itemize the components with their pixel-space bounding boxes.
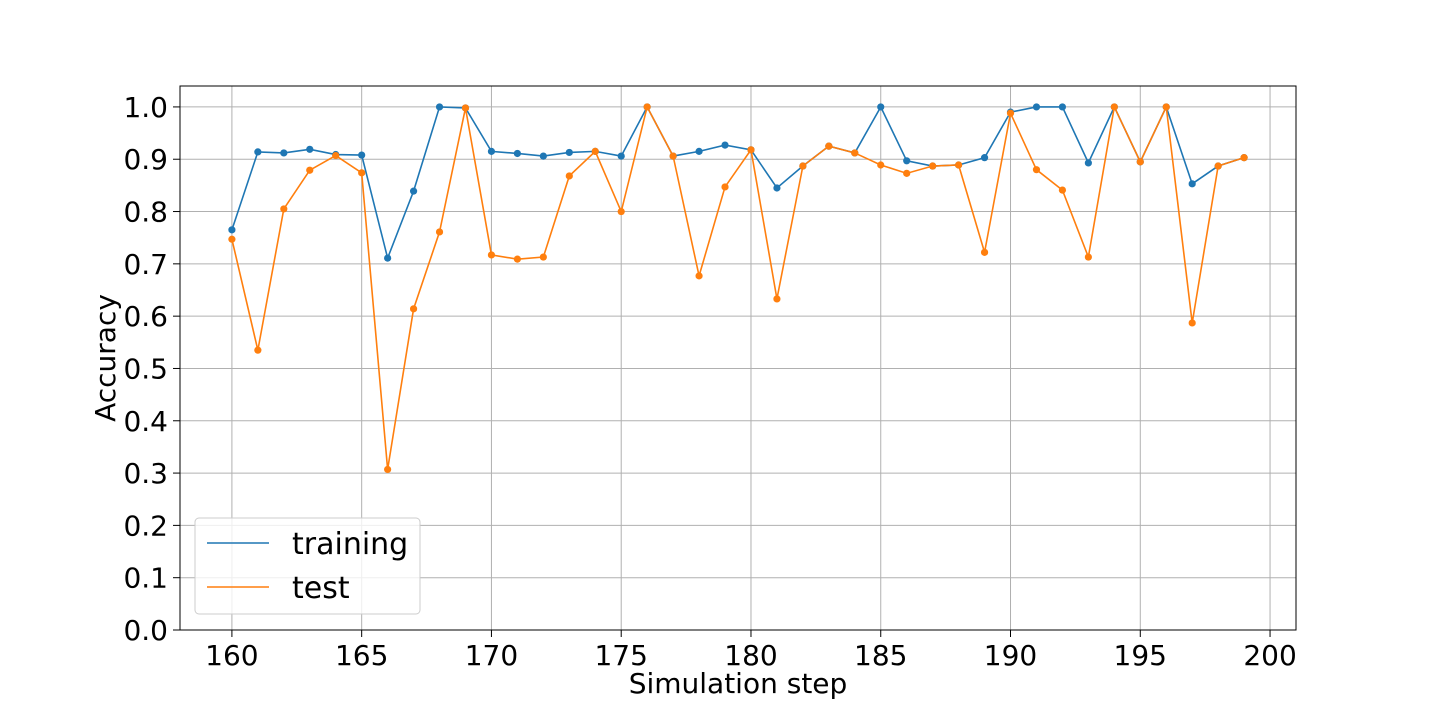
data-point-test (773, 295, 781, 303)
data-point-test (461, 104, 470, 112)
data-point-test (721, 183, 729, 191)
legend-label-training: training (292, 527, 408, 562)
data-point-test (903, 169, 911, 177)
legend-label-test: test (292, 571, 350, 606)
x-tick-label: 160 (205, 639, 258, 672)
data-point-training (358, 151, 366, 159)
data-point-test (280, 205, 288, 213)
data-point-test (617, 207, 625, 216)
data-point-training (617, 152, 625, 160)
data-point-training (1032, 103, 1041, 111)
tick-layer: 160 165 170 175 180 185 190 195 200 0.0 0.1 0.2 0.3 0… (123, 91, 1296, 672)
data-point-test (1188, 319, 1196, 327)
data-point-training (721, 141, 729, 149)
data-point-test (955, 161, 963, 169)
plot-frame (179, 85, 1297, 631)
y-tick-label: 0.1 (123, 562, 168, 595)
x-tick-label: 165 (335, 639, 388, 672)
data-point-training (513, 149, 521, 158)
data-point-test (695, 272, 703, 280)
data-point-test (1162, 103, 1170, 111)
data-point-test (1214, 162, 1222, 170)
data-point-test (643, 103, 651, 111)
data-point-training (254, 148, 262, 156)
data-point-test (358, 169, 366, 177)
y-axis-title: Accuracy (89, 294, 122, 422)
data-point-training (228, 226, 236, 234)
y-tick-label: 0.5 (123, 352, 168, 385)
data-point-training (1084, 159, 1092, 167)
data-point-training (1188, 180, 1196, 188)
y-tick-label: 0.8 (123, 196, 168, 229)
data-point-training (1058, 103, 1067, 111)
data-point-test (1006, 109, 1015, 117)
x-tick-label: 175 (594, 639, 647, 672)
legend-box (194, 517, 421, 615)
data-point-test (306, 166, 314, 174)
data-point-test (228, 235, 236, 243)
data-point-test (1032, 166, 1041, 174)
data-point-training (539, 152, 547, 160)
x-tick-label: 185 (854, 639, 907, 672)
data-point-test (1084, 253, 1092, 261)
data-point-test (409, 305, 418, 313)
x-tick-label: 200 (1243, 639, 1296, 672)
data-point-test (384, 465, 392, 474)
data-point-test (513, 255, 521, 263)
data-point-test (747, 146, 755, 154)
data-point-test (435, 228, 444, 236)
y-tick-label: 0.3 (123, 457, 168, 490)
y-tick-label: 1.0 (123, 91, 168, 124)
data-point-test (799, 162, 807, 170)
data-point-training (435, 103, 444, 111)
data-point-test (1136, 158, 1144, 166)
data-point-training (306, 145, 314, 153)
data-point-training (877, 103, 885, 111)
x-tick-label: 180 (724, 639, 777, 672)
data-point-training (773, 184, 781, 192)
data-point-test (254, 346, 262, 354)
data-point-training (903, 157, 911, 165)
x-tick-label: 190 (984, 639, 1037, 672)
y-tick-label: 0.4 (123, 405, 168, 438)
data-point-training (565, 148, 573, 157)
data-point-test (1110, 103, 1118, 111)
data-point-test (539, 253, 547, 261)
data-point-test (565, 172, 573, 180)
data-point-training (487, 147, 496, 155)
y-tick-label: 0.6 (123, 300, 168, 333)
series-layer (228, 103, 1248, 474)
y-tick-label: 0.0 (123, 614, 168, 647)
y-tick-label: 0.9 (123, 143, 168, 176)
x-tick-label: 170 (465, 639, 518, 672)
data-point-test (929, 162, 937, 170)
data-point-test (825, 142, 833, 150)
x-tick-label: 195 (1114, 639, 1167, 672)
y-tick-label: 0.7 (123, 248, 168, 281)
data-point-test (980, 248, 989, 256)
series-line-training (231, 104, 1245, 261)
series-line-test (231, 104, 1245, 470)
data-point-test (1240, 154, 1248, 162)
data-point-test (669, 152, 677, 160)
data-point-training (409, 187, 418, 195)
data-point-test (851, 149, 859, 157)
data-point-training (980, 154, 989, 162)
data-point-training (280, 149, 288, 157)
data-point-test (487, 251, 496, 259)
x-axis-title: Simulation step (629, 667, 848, 700)
data-point-test (877, 161, 885, 169)
data-point-training (384, 254, 392, 262)
y-tick-label: 0.2 (123, 509, 168, 542)
data-point-test (332, 151, 340, 160)
legend: training test (194, 517, 421, 615)
data-point-test (591, 147, 599, 155)
data-point-test (1058, 186, 1067, 194)
data-point-training (695, 147, 703, 155)
